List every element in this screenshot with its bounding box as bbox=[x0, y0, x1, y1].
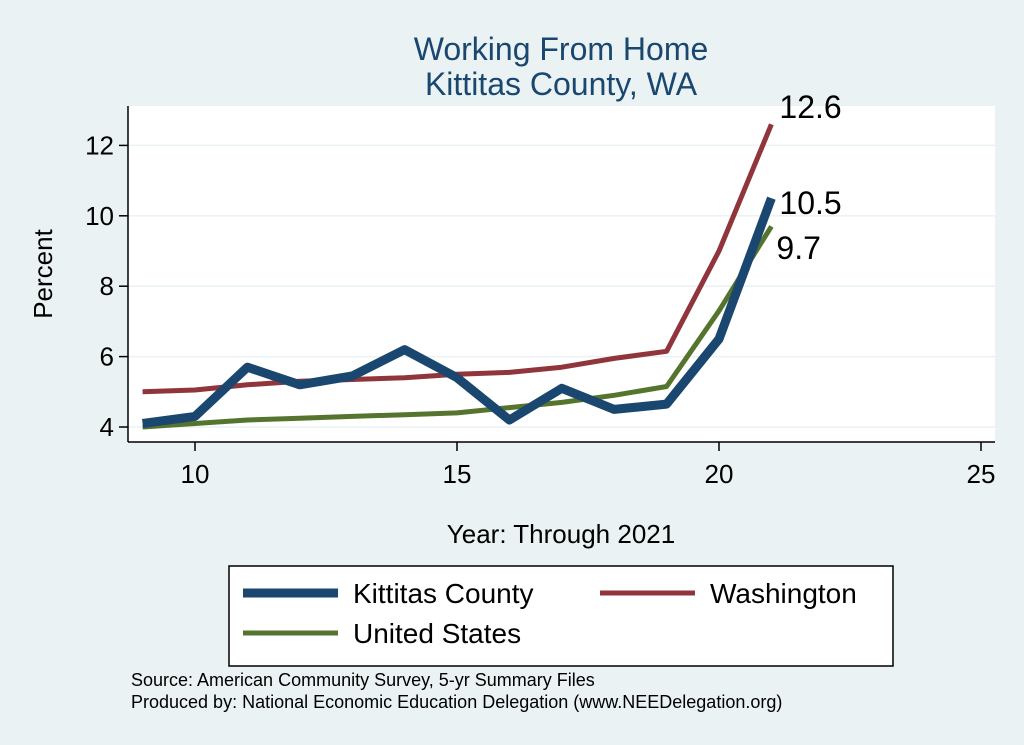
series-line-united-states bbox=[142, 225, 774, 430]
y-axis: 4 6 8 10 12 bbox=[85, 130, 128, 442]
gridlines bbox=[128, 144, 995, 428]
source-note: Source: American Community Survey, 5-yr … bbox=[131, 670, 595, 690]
legend-label-washington: Washington bbox=[710, 578, 857, 609]
x-tick-label: 25 bbox=[967, 459, 996, 489]
legend-items: Kittitas County Washington United States bbox=[243, 578, 857, 649]
legend-label-united-states: United States bbox=[353, 618, 521, 649]
producer-note: Produced by: National Economic Education… bbox=[131, 692, 782, 712]
chart-title-line-2: Kittitas County, WA bbox=[425, 66, 698, 102]
end-label-united-states: 9.7 bbox=[776, 230, 820, 266]
chart-title-line-1: Working From Home bbox=[414, 31, 709, 67]
y-tick-label: 4 bbox=[100, 412, 114, 442]
end-labels: 10.5 12.6 9.7 bbox=[776, 89, 841, 266]
series-lines bbox=[141, 123, 776, 430]
legend-label-kittitas-county: Kittitas County bbox=[353, 578, 534, 609]
legend bbox=[228, 565, 894, 667]
y-axis-title: Percent bbox=[28, 228, 58, 318]
x-axis: 10 15 20 25 bbox=[181, 442, 996, 489]
end-label-washington: 12.6 bbox=[779, 89, 841, 125]
x-tick-label: 15 bbox=[443, 459, 472, 489]
x-tick-label: 20 bbox=[705, 459, 734, 489]
y-tick-label: 12 bbox=[85, 130, 114, 160]
x-axis-title: Year: Through 2021 bbox=[447, 519, 675, 549]
y-tick-label: 6 bbox=[100, 342, 114, 372]
end-label-kittitas-county: 10.5 bbox=[779, 185, 841, 221]
y-tick-label: 10 bbox=[85, 201, 114, 231]
x-tick-label: 10 bbox=[181, 459, 210, 489]
series-line-kittitas-county bbox=[141, 196, 776, 428]
y-tick-label: 8 bbox=[100, 271, 114, 301]
